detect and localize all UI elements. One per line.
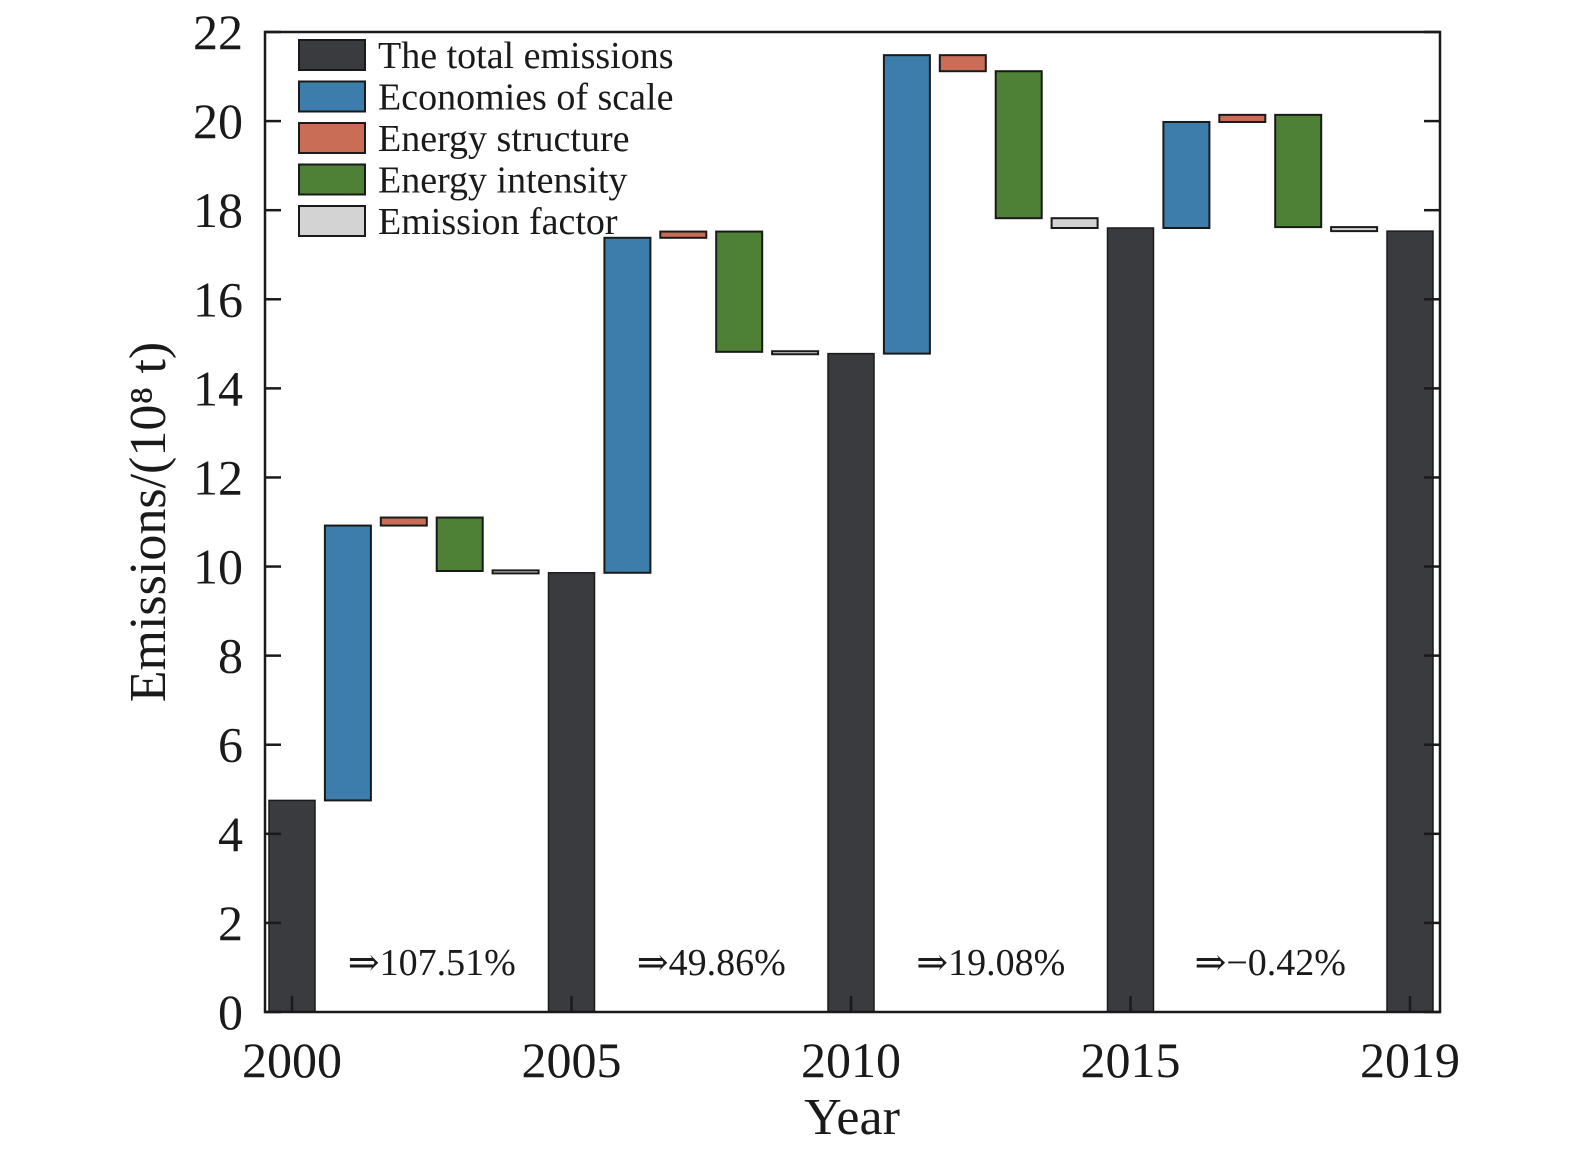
emission-factor-bar-2005-2010 xyxy=(771,350,820,356)
y-tick-label: 14 xyxy=(193,360,243,416)
energy-structure-bar-2000-2005 xyxy=(379,516,428,527)
total-bar-2010 xyxy=(827,352,875,1013)
y-tick-label: 8 xyxy=(218,628,243,684)
x-tick-label: 2015 xyxy=(1081,1032,1181,1088)
legend-swatch-economies-of-scale xyxy=(298,80,366,113)
y-tick-label: 18 xyxy=(193,182,243,238)
energy-intensity-bar-2000-2005 xyxy=(435,516,484,573)
y-tick-label: 4 xyxy=(218,806,243,862)
x-tick-label: 2019 xyxy=(1360,1032,1460,1088)
plot-frame xyxy=(263,30,1442,1014)
bars-layer xyxy=(268,54,1434,1013)
legend-label-emission-factor: Emission factor xyxy=(378,201,618,243)
change-annotation-2015-2019: ⇒−0.42% xyxy=(1195,942,1346,984)
energy-structure-bar-2015-2019 xyxy=(1218,113,1267,123)
x-tick-label: 2000 xyxy=(242,1032,342,1088)
legend-swatch-the-total-emissions xyxy=(298,39,366,71)
y-tick-label: 20 xyxy=(193,93,243,149)
y-axis-title: Emissions/(10⁸ t) xyxy=(120,342,177,702)
y-tick-label: 22 xyxy=(193,4,243,60)
x-axis-title: Year xyxy=(804,1089,900,1146)
economies-of-scale-bar-2005-2010 xyxy=(603,236,652,574)
energy-intensity-bar-2015-2019 xyxy=(1274,113,1323,229)
legend-swatch-emission-factor xyxy=(298,205,366,237)
energy-structure-bar-2010-2015 xyxy=(938,54,987,73)
y-tick-label: 2 xyxy=(218,895,243,951)
energy-intensity-bar-2005-2010 xyxy=(715,230,764,353)
legend-label-economies-of-scale: Economies of scale xyxy=(378,77,673,119)
emission-factor-bar-2000-2005 xyxy=(491,569,540,575)
legend-label-energy-structure: Energy structure xyxy=(378,118,630,160)
legend-swatch-energy-intensity xyxy=(298,163,366,196)
economies-of-scale-bar-2010-2015 xyxy=(882,54,931,355)
total-bar-2019 xyxy=(1386,230,1434,1013)
y-tick-label: 10 xyxy=(193,539,243,595)
legend-label-the-total-emissions: The total emissions xyxy=(378,35,674,77)
annotations: ⇒107.51% ⇒49.86% ⇒19.08% ⇒−0.42% xyxy=(348,942,1346,984)
x-tick-label: 2005 xyxy=(522,1032,622,1088)
y-tick-label: 0 xyxy=(218,984,243,1040)
change-annotation-2005-2010: ⇒49.86% xyxy=(637,942,786,984)
emission-factor-bar-2015-2019 xyxy=(1330,226,1379,233)
axis-layer: 0 2 4 6 8 10 12 14 16 18 20 22 2000 2005 2010 2015 2019 xyxy=(193,4,1460,1088)
energy-intensity-bar-2010-2015 xyxy=(994,70,1043,220)
economies-of-scale-bar-2000-2005 xyxy=(323,524,372,802)
energy-structure-bar-2005-2010 xyxy=(659,230,708,239)
y-tick-label: 12 xyxy=(193,449,243,505)
change-annotation-2010-2015: ⇒19.08% xyxy=(916,942,1065,984)
change-annotation-2000-2005: ⇒107.51% xyxy=(348,942,516,984)
economies-of-scale-bar-2015-2019 xyxy=(1162,120,1211,229)
legend-label-energy-intensity: Energy intensity xyxy=(378,160,627,202)
total-bar-2015 xyxy=(1106,227,1155,1013)
legend-swatch-energy-structure xyxy=(298,122,366,154)
total-bar-2000 xyxy=(268,799,316,1013)
x-tick-label: 2010 xyxy=(801,1032,901,1088)
emission-factor-bar-2010-2015 xyxy=(1050,217,1099,229)
total-bar-2005 xyxy=(547,572,596,1013)
y-tick-label: 16 xyxy=(193,271,243,327)
y-tick-label: 6 xyxy=(218,717,243,773)
